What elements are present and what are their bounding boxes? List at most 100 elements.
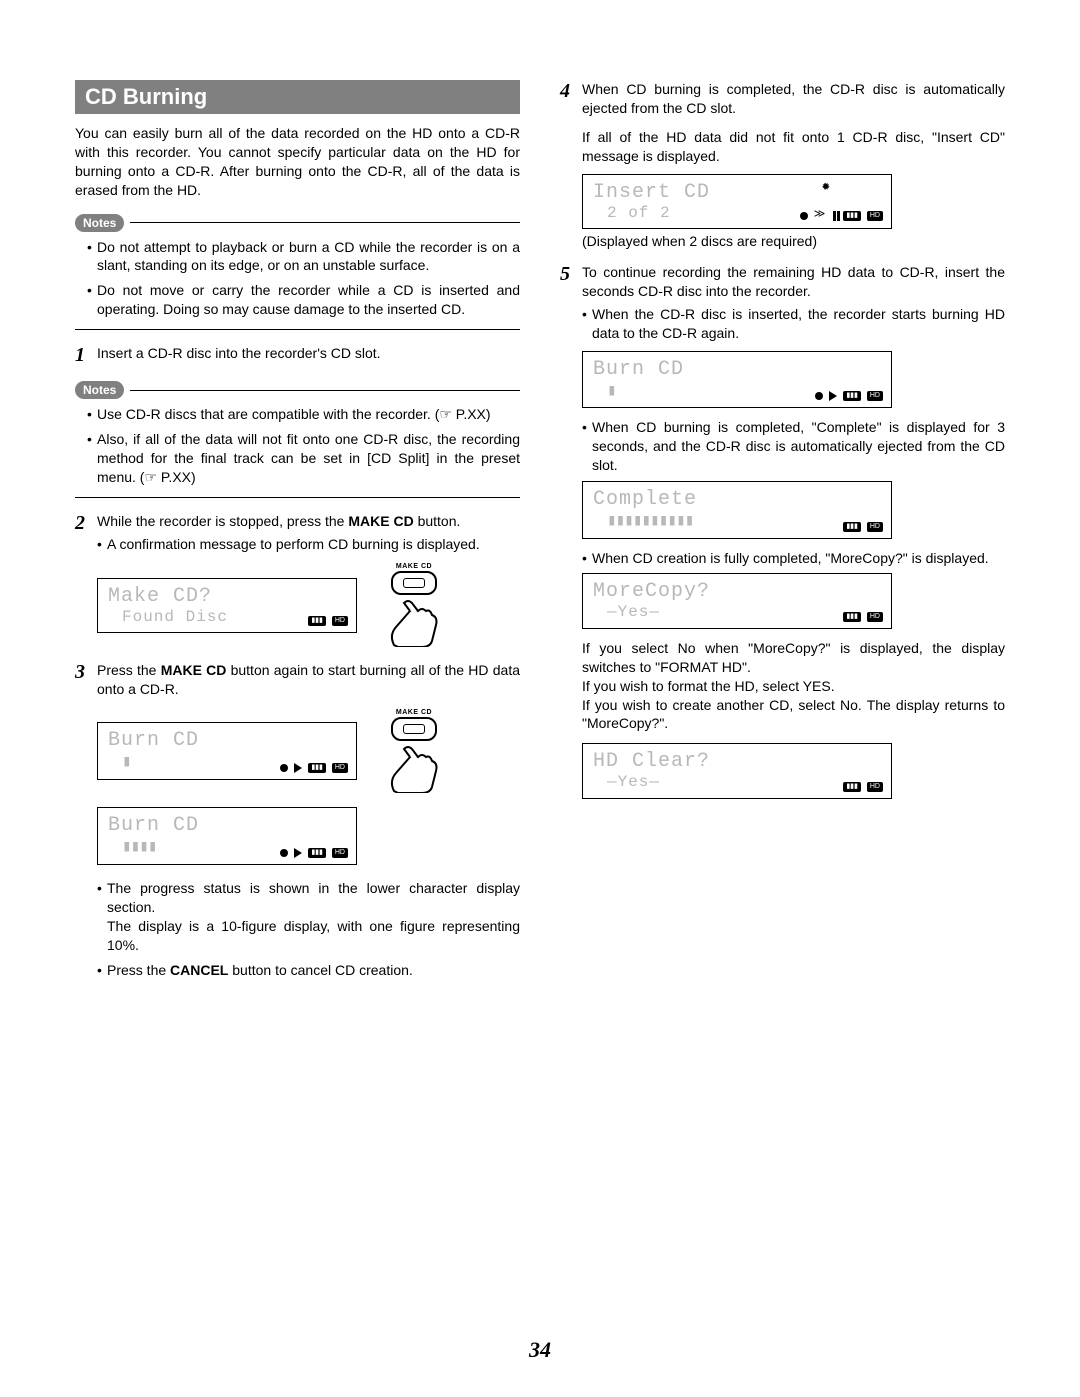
- step-number: 3: [75, 661, 97, 699]
- section-title: CD Burning: [75, 80, 520, 114]
- lcd-line1: Complete: [593, 488, 881, 511]
- arrow-icon: ≫: [814, 209, 827, 222]
- step-text-part: To continue recording the remaining HD d…: [582, 264, 1005, 299]
- button-outline: [391, 717, 437, 741]
- step-5: 5 To continue recording the remaining HD…: [560, 263, 1005, 343]
- hand-icon: [384, 743, 444, 793]
- lcd-line1: HD Clear?: [593, 750, 881, 773]
- button-label: MAKE CD: [396, 709, 432, 716]
- lcd-display-morecopy: MoreCopy? —Yes— ▮▮▮ HD: [582, 573, 892, 628]
- lcd-progress: ▮: [108, 753, 131, 771]
- step-text: Insert a CD-R disc into the recorder's C…: [97, 344, 520, 367]
- lcd-line1: Burn CD: [108, 729, 346, 752]
- notes-rule: [130, 390, 520, 391]
- note-item: Press the CANCEL button to cancel CD cre…: [97, 961, 520, 980]
- hd-icon: HD: [332, 616, 348, 626]
- note-item: Also, if all of the data will not fit on…: [87, 430, 520, 487]
- make-cd-button-graphic: MAKE CD: [369, 709, 459, 793]
- lcd-status-icons: ▮▮▮ HD: [843, 612, 883, 622]
- lcd-wrap-burn3: Burn CD ▮ ▮▮▮ HD: [582, 351, 1005, 409]
- bold-label: MAKE CD: [348, 513, 413, 529]
- play-icon: [294, 848, 302, 858]
- step-number: 1: [75, 344, 97, 367]
- lcd-wrap-hdclear: HD Clear? —Yes— ▮▮▮ HD: [582, 743, 1005, 798]
- record-icon: [815, 392, 823, 400]
- step-number: 5: [560, 263, 582, 343]
- step-text-part: When CD burning is completed, the CD-R d…: [582, 81, 1005, 116]
- lcd-line1: Burn CD: [593, 358, 881, 381]
- lcd-display-insert: Insert CD 2 of 2 ✹ ≫ ▮▮▮ HD: [582, 174, 892, 229]
- step-1: 1 Insert a CD-R disc into the recorder's…: [75, 344, 520, 367]
- lcd-line2: —Yes—: [593, 603, 881, 621]
- step-3: 3 Press the MAKE CD button again to star…: [75, 661, 520, 699]
- hd-icon: HD: [332, 763, 348, 773]
- notes-badge: Notes: [75, 381, 124, 399]
- note-item: The progress status is shown in the lowe…: [97, 879, 520, 955]
- page-content: CD Burning You can easily burn all of th…: [75, 80, 1005, 985]
- hd-icon: HD: [332, 848, 348, 858]
- step3-notes: The progress status is shown in the lowe…: [75, 879, 520, 979]
- note-item: Use CD-R discs that are compatible with …: [87, 405, 520, 424]
- hd-icon: HD: [867, 391, 883, 401]
- step-4: 4 When CD burning is completed, the CD-R…: [560, 80, 1005, 166]
- button-outline: [391, 571, 437, 595]
- notes-header-1: Notes: [75, 214, 520, 232]
- lcd-display-make: Make CD? Found Disc ▮▮▮ HD: [97, 578, 357, 633]
- note-item: Do not move or carry the recorder while …: [87, 281, 520, 319]
- sub-bullet: When CD burning is completed, "Complete"…: [582, 418, 1005, 475]
- lcd-status-icons: ▮▮▮ HD: [815, 391, 883, 401]
- hd-icon: HD: [867, 211, 883, 221]
- notes-badge: Notes: [75, 214, 124, 232]
- record-icon: [800, 212, 808, 220]
- notes-rule: [130, 222, 520, 223]
- notes-list-2: Use CD-R discs that are compatible with …: [75, 405, 520, 487]
- battery-icon: ▮▮▮: [308, 616, 326, 626]
- battery-icon: ▮▮▮: [843, 391, 861, 401]
- step5-sub3-wrap: When CD creation is fully completed, "Mo…: [560, 549, 1005, 568]
- step-para: If all of the HD data did not fit onto 1…: [582, 128, 1005, 166]
- sub-bullet: A confirmation message to perform CD bur…: [97, 535, 520, 554]
- intro-paragraph: You can easily burn all of the data reco…: [75, 124, 520, 200]
- lcd-line2: —Yes—: [593, 773, 881, 791]
- step-text-part: While the recorder is stopped, press the: [97, 513, 348, 529]
- step-text-part: Press the: [97, 662, 161, 678]
- sub-bullet: When the CD-R disc is inserted, the reco…: [582, 305, 1005, 343]
- step-text: While the recorder is stopped, press the…: [97, 512, 520, 554]
- bold-label: MAKE CD: [161, 662, 227, 678]
- play-icon: [829, 391, 837, 401]
- note-item: Do not attempt to playback or burn a CD …: [87, 238, 520, 276]
- divider: [75, 497, 520, 498]
- step-number: 2: [75, 512, 97, 554]
- lcd-wrap-morecopy: MoreCopy? —Yes— ▮▮▮ HD: [582, 573, 1005, 628]
- lcd-line1: Make CD?: [108, 585, 346, 608]
- lcd-line1: Insert CD: [593, 181, 881, 204]
- lcd-progress: ▮: [593, 382, 616, 400]
- record-icon: [280, 764, 288, 772]
- eject-icon: ✹: [822, 179, 831, 195]
- battery-icon: ▮▮▮: [308, 848, 326, 858]
- morecopy-para: If you select No when "MoreCopy?" is dis…: [582, 639, 1005, 733]
- hand-icon: [384, 597, 444, 647]
- divider: [75, 329, 520, 330]
- lcd-progress: ▮▮▮▮▮▮▮▮▮▮: [593, 512, 693, 530]
- lcd-line1: MoreCopy?: [593, 580, 881, 603]
- lcd-display-complete: Complete ▮▮▮▮▮▮▮▮▮▮ ▮▮▮ HD: [582, 481, 892, 539]
- play-icon: [294, 763, 302, 773]
- page-number: 34: [0, 1337, 1080, 1363]
- pause-icon: [833, 211, 836, 221]
- lcd-row-burn1: Burn CD ▮ ▮▮▮ HD MAKE CD: [97, 709, 520, 793]
- battery-icon: ▮▮▮: [843, 522, 861, 532]
- left-column: CD Burning You can easily burn all of th…: [75, 80, 520, 985]
- battery-icon: ▮▮▮: [843, 612, 861, 622]
- lcd-line1: Burn CD: [108, 814, 346, 837]
- battery-icon: ▮▮▮: [843, 782, 861, 792]
- hd-icon: HD: [867, 612, 883, 622]
- step-text: When CD burning is completed, the CD-R d…: [582, 80, 1005, 166]
- step-text: To continue recording the remaining HD d…: [582, 263, 1005, 343]
- lcd-status-icons: ▮▮▮ HD: [843, 522, 883, 532]
- lcd-status-icons: ≫ ▮▮▮ HD: [800, 209, 883, 222]
- lcd-display-burn: Burn CD ▮ ▮▮▮ HD: [97, 722, 357, 780]
- lcd-caption: (Displayed when 2 discs are required): [582, 233, 1005, 249]
- lcd-status-icons: ▮▮▮ HD: [308, 616, 348, 626]
- lcd-display-burn: Burn CD ▮▮▮▮ ▮▮▮ HD: [97, 807, 357, 865]
